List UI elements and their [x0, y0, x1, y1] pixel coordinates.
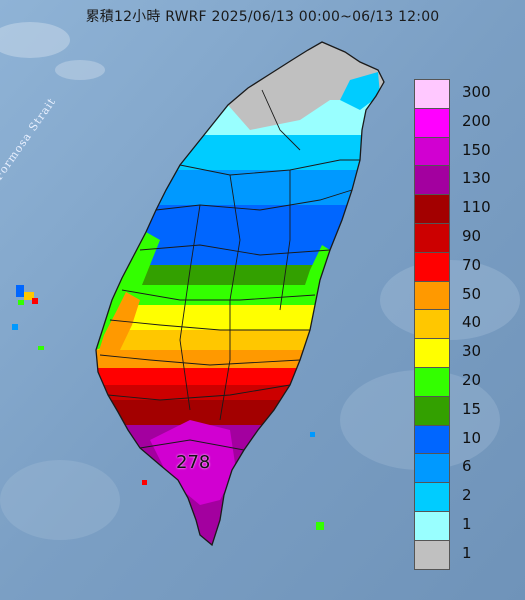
legend-label: 10: [462, 428, 482, 447]
legend-swatch: [414, 79, 450, 109]
map-title: 累積12小時 RWRF 2025/06/13 00:00~06/13 12:00: [85, 9, 440, 25]
legend-swatch: [414, 453, 450, 484]
legend-swatch: [414, 367, 450, 397]
legend-swatch: [414, 107, 450, 138]
legend-swatch: [414, 539, 450, 570]
legend-swatch: [414, 194, 450, 224]
legend-label: 130: [462, 169, 491, 188]
legend-swatch: [414, 482, 450, 512]
legend-label: 40: [462, 313, 482, 332]
legend-label: 90: [462, 227, 482, 245]
rainfall-legend: 300 200 150 130 110 90 70 50 40 30 20 15 10 6 2 1 1: [412, 79, 512, 570]
legend-label: 110: [462, 198, 491, 217]
legend-label: 15: [462, 399, 482, 418]
legend-label: 50: [462, 284, 482, 303]
legend-label: 1: [462, 543, 472, 562]
outlying-islands: [12, 285, 324, 530]
legend-label: 6: [462, 457, 472, 476]
legend-swatch: [414, 136, 450, 167]
legend-swatch: [414, 223, 450, 253]
legend-label: 150: [462, 140, 491, 159]
legend-label: 20: [462, 371, 482, 389]
legend-swatch: [414, 165, 450, 196]
legend-label: 200: [462, 111, 491, 130]
legend-swatch: [414, 309, 450, 340]
district-boundaries: [95, 41, 385, 547]
legend-swatch: [414, 395, 450, 426]
legend-swatch: [414, 280, 450, 311]
legend-swatch: [414, 251, 450, 282]
legend-label: 2: [462, 486, 472, 505]
legend-swatch: [414, 338, 450, 368]
max-rainfall-label: 278: [176, 452, 211, 473]
legend-label: 70: [462, 255, 482, 274]
legend-swatch: [414, 424, 450, 455]
legend-label: 1: [462, 515, 472, 533]
legend-label: 300: [462, 83, 491, 101]
cloud-texture: [0, 22, 520, 540]
legend-label: 30: [462, 342, 482, 361]
legend-swatch: [414, 511, 450, 541]
